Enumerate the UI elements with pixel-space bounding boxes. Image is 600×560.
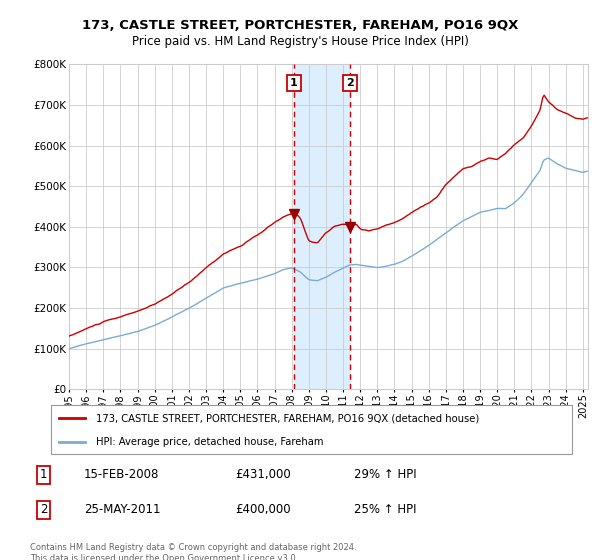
Text: 173, CASTLE STREET, PORTCHESTER, FAREHAM, PO16 9QX: 173, CASTLE STREET, PORTCHESTER, FAREHAM…: [82, 18, 518, 32]
Text: 173, CASTLE STREET, PORTCHESTER, FAREHAM, PO16 9QX (detached house): 173, CASTLE STREET, PORTCHESTER, FAREHAM…: [95, 413, 479, 423]
Text: 25-MAY-2011: 25-MAY-2011: [84, 503, 161, 516]
Text: 1: 1: [40, 468, 47, 481]
Text: 2: 2: [40, 503, 47, 516]
Text: Contains HM Land Registry data © Crown copyright and database right 2024.
This d: Contains HM Land Registry data © Crown c…: [30, 543, 356, 560]
Text: 1: 1: [290, 78, 298, 88]
Text: 29% ↑ HPI: 29% ↑ HPI: [354, 468, 416, 481]
Text: £431,000: £431,000: [235, 468, 291, 481]
FancyBboxPatch shape: [50, 405, 572, 454]
Text: £400,000: £400,000: [235, 503, 291, 516]
Text: 15-FEB-2008: 15-FEB-2008: [84, 468, 160, 481]
Bar: [294, 64, 350, 389]
Text: HPI: Average price, detached house, Fareham: HPI: Average price, detached house, Fare…: [95, 437, 323, 447]
Text: 25% ↑ HPI: 25% ↑ HPI: [354, 503, 416, 516]
Text: 2: 2: [346, 78, 353, 88]
Text: Price paid vs. HM Land Registry's House Price Index (HPI): Price paid vs. HM Land Registry's House …: [131, 35, 469, 49]
